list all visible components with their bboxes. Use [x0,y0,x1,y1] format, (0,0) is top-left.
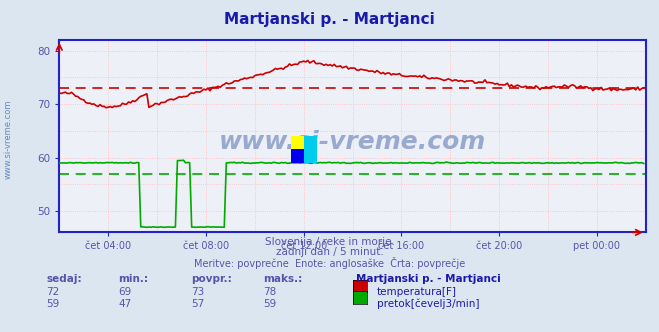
Text: 57: 57 [191,299,204,309]
Text: 78: 78 [264,287,277,297]
Text: min.:: min.: [119,274,149,284]
Text: Slovenija / reke in morje.: Slovenija / reke in morje. [264,237,395,247]
Text: Martjanski p. - Martjanci: Martjanski p. - Martjanci [224,12,435,27]
Text: 73: 73 [191,287,204,297]
Text: www.si-vreme.com: www.si-vreme.com [3,100,13,179]
Text: zadnji dan / 5 minut.: zadnji dan / 5 minut. [275,247,384,257]
Text: maks.:: maks.: [264,274,303,284]
Bar [304,136,316,163]
Text: 69: 69 [119,287,132,297]
Text: www.si-vreme.com: www.si-vreme.com [219,130,486,154]
Text: sedaj:: sedaj: [46,274,82,284]
Text: 59: 59 [264,299,277,309]
Text: pretok[čevelj3/min]: pretok[čevelj3/min] [377,299,480,309]
Text: 72: 72 [46,287,59,297]
Bar [291,149,304,163]
Text: 59: 59 [46,299,59,309]
Bar [291,136,304,149]
Text: povpr.:: povpr.: [191,274,232,284]
Text: Meritve: povprečne  Enote: anglosaške  Črta: povprečje: Meritve: povprečne Enote: anglosaške Črt… [194,257,465,269]
Text: 47: 47 [119,299,132,309]
Text: temperatura[F]: temperatura[F] [377,287,457,297]
Text: Martjanski p. - Martjanci: Martjanski p. - Martjanci [356,274,501,284]
